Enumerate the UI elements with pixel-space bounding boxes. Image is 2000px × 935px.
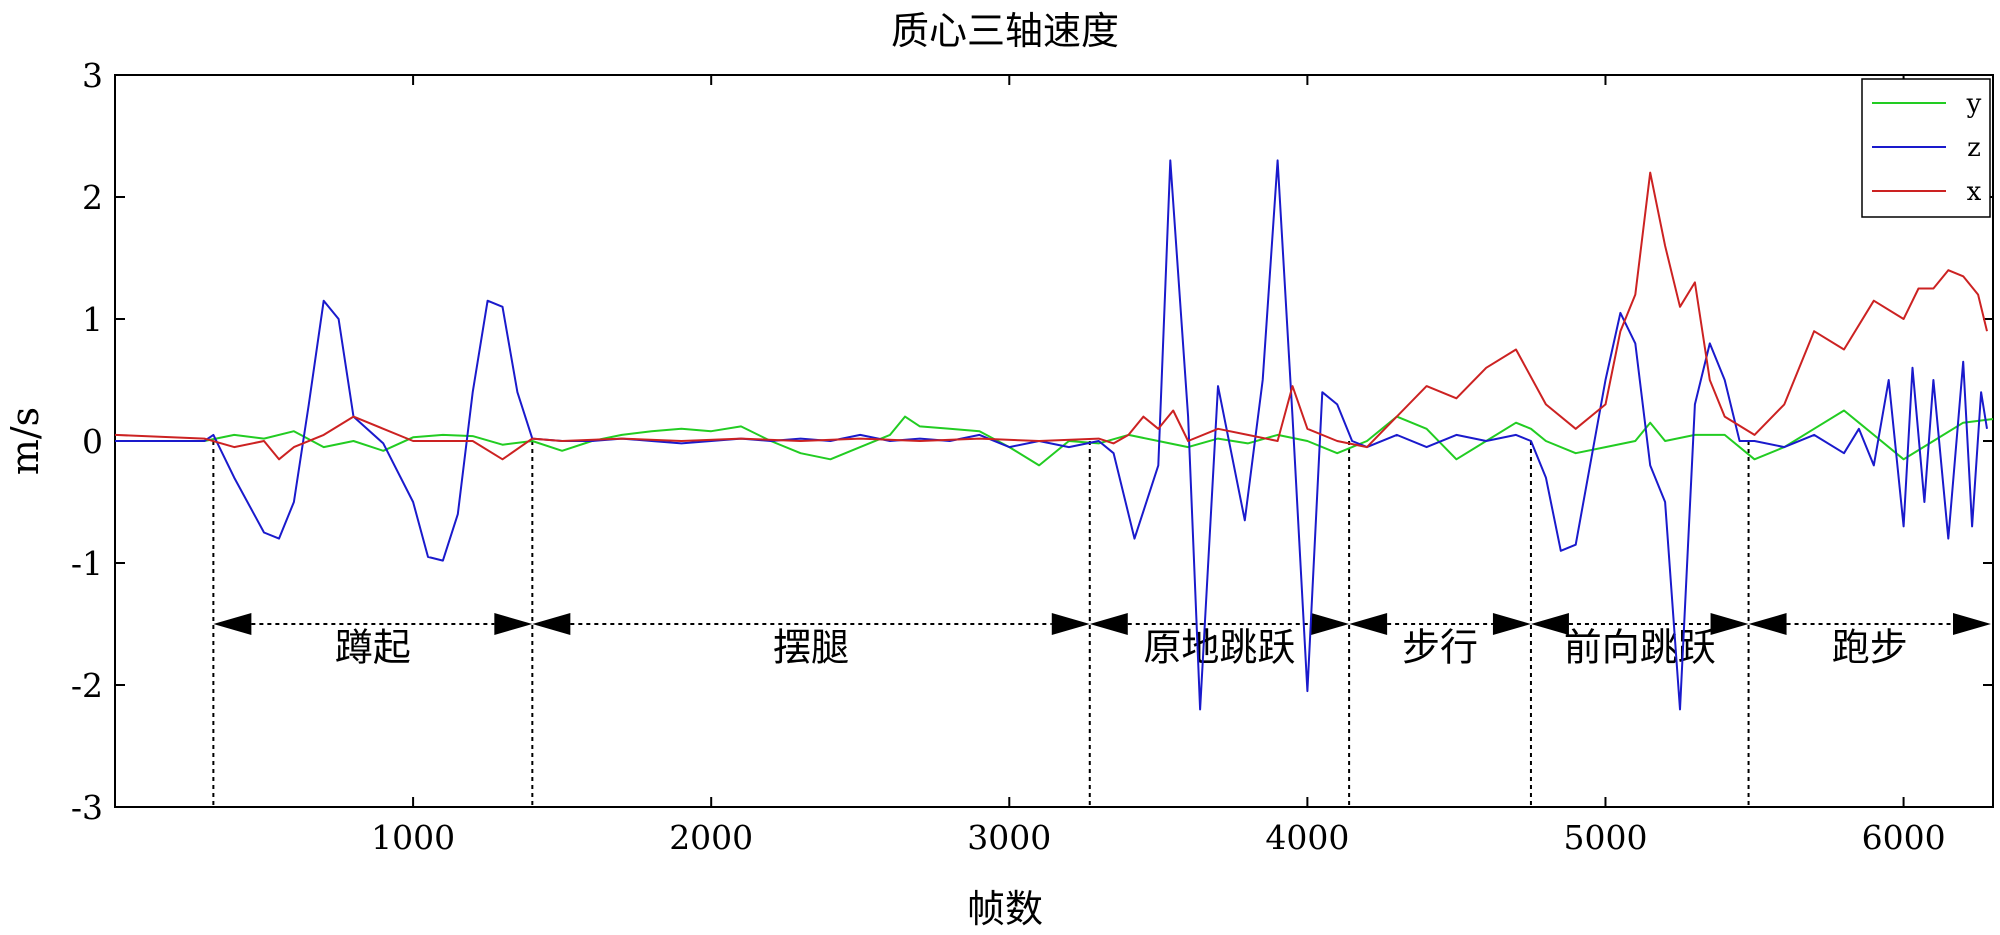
series-line-z: [115, 159, 1988, 711]
x-axis-title: 帧数: [967, 887, 1043, 931]
segment-arrow-left: [1349, 613, 1388, 635]
segment-arrow-right: [1051, 613, 1090, 635]
x-tick-label: 5000: [1563, 818, 1647, 857]
segment-arrow-left: [213, 613, 252, 635]
x-tick-label: 3000: [967, 818, 1051, 857]
segment-label: 前向跳跃: [1564, 626, 1716, 670]
segment-label: 摆腿: [773, 626, 849, 670]
y-tick-label: 0: [82, 422, 103, 461]
x-tick-label: 2000: [669, 818, 753, 857]
legend-label: x: [1967, 177, 1982, 207]
segment-label: 蹲起: [335, 626, 411, 670]
segment-arrow-left: [1530, 613, 1569, 635]
y-axis: -3 -2 -1 0 1 2 3: [71, 56, 1993, 827]
x-tick-label: 4000: [1265, 818, 1349, 857]
segment-arrow-left: [532, 613, 571, 635]
segment-arrow-right: [1953, 613, 1991, 635]
activity-segments: 蹲起 摆腿 原地跳跃 步行 前向跳跃 跑步: [212, 441, 1991, 807]
series-lines: [114, 159, 1994, 711]
x-tick-label: 1000: [371, 818, 455, 857]
segment-arrow-right: [1311, 613, 1350, 635]
legend-label: z: [1967, 133, 1981, 163]
segment-label: 跑步: [1832, 626, 1908, 670]
segment-label: 原地跳跃: [1143, 626, 1295, 670]
y-tick-label: -1: [71, 544, 103, 583]
segment-arrow-left: [1748, 613, 1787, 635]
y-tick-label: 2: [82, 178, 103, 217]
x-axis: 1000 2000 3000 4000 5000 6000: [371, 75, 1946, 857]
chart-title: 质心三轴速度: [891, 9, 1119, 53]
segment-arrow-right: [1492, 613, 1531, 635]
segment-arrow-left: [1089, 613, 1128, 635]
segment-arrow-right: [1710, 613, 1749, 635]
legend-label: y: [1966, 89, 1982, 119]
segment-label: 步行: [1402, 626, 1478, 670]
y-tick-label: -2: [71, 666, 103, 705]
segment-arrow-right: [494, 613, 533, 635]
series-line-x: [114, 171, 1988, 461]
y-tick-label: 1: [82, 300, 103, 339]
y-tick-label: 3: [82, 56, 103, 95]
y-tick-label: -3: [71, 788, 103, 827]
legend: yzx: [1861, 78, 1991, 218]
series-line-y: [115, 409, 1994, 467]
y-axis-title: m/s: [3, 407, 47, 475]
x-tick-label: 6000: [1862, 818, 1946, 857]
